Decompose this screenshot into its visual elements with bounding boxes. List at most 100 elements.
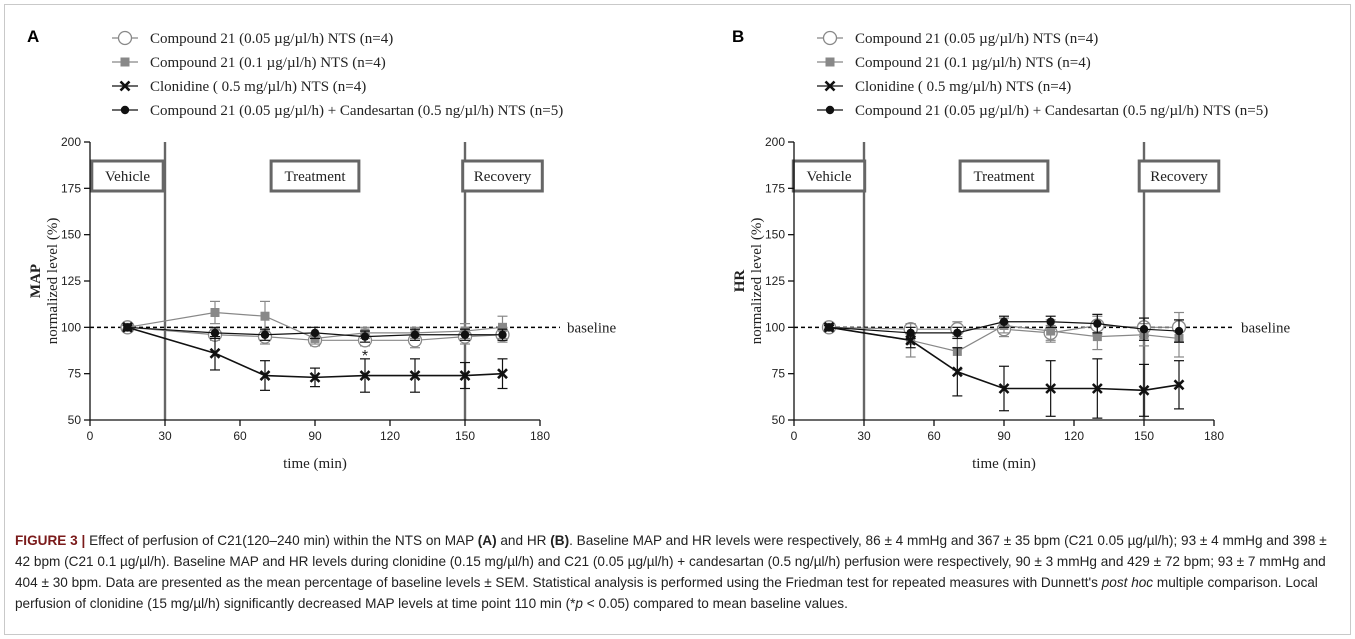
figure-caption: FIGURE 3 | Effect of perfusion of C21(12… xyxy=(15,530,1345,614)
data-point xyxy=(1045,383,1057,394)
baseline-label: baseline xyxy=(567,320,616,336)
phase-label-treatment: Treatment xyxy=(284,169,346,185)
data-point xyxy=(1092,332,1102,342)
phase-box-recovery xyxy=(461,159,544,193)
phase-label-recovery: Recovery xyxy=(1150,169,1208,185)
y-axis-label-unit: normalized level (%) xyxy=(749,218,765,345)
legend-marker-3 xyxy=(825,105,835,115)
x-tick-label-120: 120 xyxy=(1064,429,1084,443)
y-tick-label-200: 200 xyxy=(61,135,81,149)
y-axis-label-bold: MAP xyxy=(28,264,44,298)
legend-marker-2 xyxy=(824,80,836,92)
data-point xyxy=(497,368,508,380)
data-point xyxy=(1138,384,1150,396)
x-tick-label-150: 150 xyxy=(1134,429,1154,443)
x-tick-label-0: 0 xyxy=(791,429,798,443)
phase-box-vehicle xyxy=(791,159,867,193)
legend-label-2: Clonidine ( 0.5 mg/µl/h) NTS (n=4) xyxy=(150,79,366,95)
phase-label-treatment: Treatment xyxy=(973,169,1035,185)
phase-box-treatment xyxy=(269,159,361,193)
legend-label-0: Compound 21 (0.05 µg/µl/h) NTS (n=4) xyxy=(855,31,1098,47)
legend-marker-0 xyxy=(117,30,133,46)
y-tick-label-175: 175 xyxy=(765,181,785,195)
data-point xyxy=(823,321,835,333)
caption-figure-label: FIGURE 3 xyxy=(15,533,78,548)
data-point xyxy=(409,370,421,381)
y-tick-label-125: 125 xyxy=(61,274,81,288)
y-tick-label-75: 75 xyxy=(68,367,82,381)
legend-label-1: Compound 21 (0.1 µg/µl/h) NTS (n=4) xyxy=(150,55,386,71)
series-line xyxy=(127,326,503,341)
series-line xyxy=(828,321,1180,334)
x-tick-label-60: 60 xyxy=(927,429,941,443)
data-point xyxy=(999,317,1009,326)
baseline-label: baseline xyxy=(1241,320,1290,336)
legend-label-3: Compound 21 (0.05 µg/µl/h) + Candesartan… xyxy=(855,103,1268,119)
legend-label-2: Clonidine ( 0.5 mg/µl/h) NTS (n=4) xyxy=(855,79,1071,95)
figure-plots: A Compound 21 (0.05 µg/µl/h) NTS (n=4)Com… xyxy=(27,27,1290,472)
legend: Compound 21 (0.05 µg/µl/h) NTS (n=4) Comp… xyxy=(112,30,563,119)
caption-italic-p: p xyxy=(575,596,583,611)
caption-panel-b-ref: (B) xyxy=(550,533,570,548)
data-point xyxy=(1093,319,1102,328)
data-point xyxy=(1173,379,1185,391)
data-point xyxy=(359,370,371,381)
y-tick-label-175: 175 xyxy=(61,181,81,195)
data-point xyxy=(498,322,507,332)
data-point xyxy=(905,334,917,346)
legend-label-3: Compound 21 (0.05 µg/µl/h) + Candesartan… xyxy=(150,103,563,119)
legend-marker-0 xyxy=(822,30,838,46)
data-point xyxy=(209,347,221,359)
y-tick-label-200: 200 xyxy=(765,135,785,149)
x-tick-label-90: 90 xyxy=(308,429,322,443)
phase-box-recovery xyxy=(1137,159,1221,193)
data-point xyxy=(1139,324,1149,334)
data-point xyxy=(309,371,321,383)
caption-text-1: Effect of perfusion of C21(120–240 min) … xyxy=(85,533,478,548)
data-point xyxy=(998,383,1010,394)
panel-a: A Compound 21 (0.05 µg/µl/h) NTS (n=4)Com… xyxy=(27,27,616,472)
series-line xyxy=(828,324,1179,334)
y-tick-label-150: 150 xyxy=(765,228,785,242)
phase-label-vehicle: Vehicle xyxy=(105,169,150,185)
data-point xyxy=(260,330,270,339)
y-tick-label-125: 125 xyxy=(765,274,785,288)
x-tick-label-120: 120 xyxy=(380,429,400,443)
data-point xyxy=(460,330,470,339)
x-tick-label-180: 180 xyxy=(530,429,550,443)
y-tick-label-50: 50 xyxy=(772,413,786,427)
legend-marker-2 xyxy=(119,80,131,92)
series-line xyxy=(127,326,503,379)
panel-letter: A xyxy=(27,27,39,46)
data-point xyxy=(410,330,420,339)
phase-box-vehicle xyxy=(90,159,165,193)
series-line xyxy=(127,326,503,338)
x-tick-label-90: 90 xyxy=(997,429,1011,443)
series-line xyxy=(127,311,503,340)
significance-marker-0: * xyxy=(362,348,368,365)
caption-text-4: multiple comparison. Local perfusion of … xyxy=(15,575,1318,611)
phase-box-treatment xyxy=(958,159,1050,193)
data-point xyxy=(310,328,320,338)
x-tick-label-30: 30 xyxy=(857,429,871,443)
y-tick-label-100: 100 xyxy=(765,320,785,334)
panel-b: B Compound 21 (0.05 µg/µl/h) NTS (n=4)Com… xyxy=(732,27,1290,472)
data-point xyxy=(260,311,270,321)
data-point xyxy=(210,328,220,338)
data-point xyxy=(1091,383,1103,394)
data-point xyxy=(360,332,370,341)
data-point xyxy=(953,328,962,338)
caption-text-2: and HR xyxy=(496,533,551,548)
data-point xyxy=(1046,326,1056,336)
phase-label-vehicle: Vehicle xyxy=(807,169,852,185)
x-axis-label: time (min) xyxy=(972,456,1036,472)
x-tick-label-150: 150 xyxy=(455,429,475,443)
x-tick-label-60: 60 xyxy=(233,429,247,443)
y-axis-label-unit: normalized level (%) xyxy=(45,218,61,345)
y-tick-label-75: 75 xyxy=(772,367,786,381)
y-axis-label: HRnormalized level (%) xyxy=(732,218,765,345)
legend-marker-1 xyxy=(825,57,835,67)
data-point xyxy=(1174,326,1184,336)
y-axis-label-bold: HR xyxy=(732,270,748,293)
legend-label-1: Compound 21 (0.1 µg/µl/h) NTS (n=4) xyxy=(855,55,1091,71)
